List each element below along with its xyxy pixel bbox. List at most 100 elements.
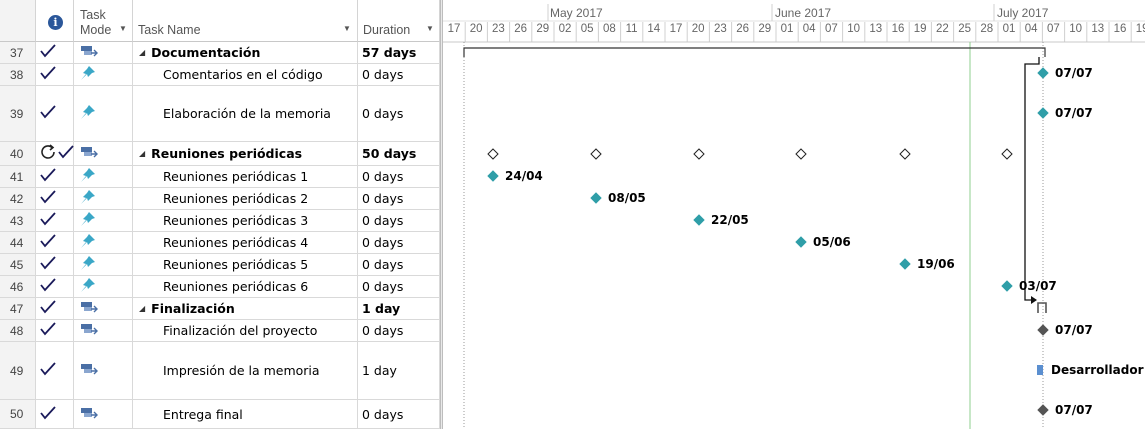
task-name-cell[interactable]: ◢ Documentación [133,42,358,63]
task-name-cell[interactable]: Finalización del proyecto [133,320,358,341]
collapse-triangle-icon[interactable]: ◢ [139,304,146,313]
task-mode-cell[interactable] [74,86,133,141]
task-mode-cell[interactable] [74,142,133,165]
task-row[interactable]: 42 Reuniones periódicas 2 0 days [0,188,440,210]
header-indicators[interactable]: i [36,0,74,42]
task-mode-cell[interactable] [74,42,133,63]
collapse-triangle-icon[interactable]: ◢ [139,48,146,57]
chevron-down-icon[interactable]: ▼ [426,24,434,33]
indicators-cell [36,232,74,253]
task-name-cell[interactable]: Reuniones periódicas 2 [133,188,358,209]
row-id[interactable]: 46 [0,276,36,297]
task-name-cell[interactable]: Reuniones periódicas 3 [133,210,358,231]
duration-cell[interactable]: 0 days [358,276,440,297]
timescale-day: 02 [558,23,572,35]
task-name-cell[interactable]: ◢ Reuniones periódicas [133,142,358,165]
milestone-marker [1037,67,1049,79]
duration-cell[interactable]: 0 days [358,254,440,275]
row-id[interactable]: 47 [0,298,36,319]
duration-cell[interactable]: 0 days [358,400,440,428]
timescale-month: July 2017 [997,6,1049,20]
duration-cell[interactable]: 50 days [358,142,440,165]
check-icon [40,66,56,83]
task-row[interactable]: 48 Finalización del proyecto 0 days [0,320,440,342]
task-row[interactable]: 41 Reuniones periódicas 1 0 days [0,166,440,188]
duration-cell[interactable]: 0 days [358,166,440,187]
task-mode-cell[interactable] [74,276,133,297]
task-name-cell[interactable]: Reuniones periódicas 6 [133,276,358,297]
task-row[interactable]: 43 Reuniones periódicas 3 0 days [0,210,440,232]
chevron-down-icon[interactable]: ▼ [343,24,351,33]
task-name-cell[interactable]: Elaboración de la memoria [133,86,358,141]
row-id[interactable]: 44 [0,232,36,253]
task-mode-cell[interactable] [74,342,133,399]
task-name-cell[interactable]: Reuniones periódicas 5 [133,254,358,275]
timescale-day: 04 [802,23,816,35]
task-row[interactable]: 47 ◢ Finalización 1 day [0,298,440,320]
row-id[interactable]: 50 [0,400,36,428]
timescale-day: 07 [824,23,838,35]
recurring-occurrence-marker [1001,148,1013,160]
milestone-date-label: 07/07 [1055,106,1093,120]
task-row[interactable]: 40 ◢ Reuniones periódicas 50 days [0,142,440,166]
row-id[interactable]: 40 [0,142,36,165]
row-id[interactable]: 43 [0,210,36,231]
row-id[interactable]: 48 [0,320,36,341]
task-row[interactable]: 39 Elaboración de la memoria 0 days [0,86,440,142]
task-mode-cell[interactable] [74,64,133,85]
timescale-day: 10 [847,23,860,35]
duration-cell[interactable]: 0 days [358,188,440,209]
row-id[interactable]: 38 [0,64,36,85]
task-mode-cell[interactable] [74,166,133,187]
task-row[interactable]: 37 ◢ Documentación 57 days [0,42,440,64]
row-id[interactable]: 42 [0,188,36,209]
duration-cell[interactable]: 0 days [358,320,440,341]
task-mode-cell[interactable] [74,320,133,341]
task-mode-cell[interactable] [74,232,133,253]
task-mode-cell[interactable] [74,188,133,209]
timescale-day: 01 [780,23,794,35]
check-icon [40,322,56,339]
row-id[interactable]: 45 [0,254,36,275]
row-id[interactable]: 41 [0,166,36,187]
task-mode-cell[interactable] [74,210,133,231]
milestone-marker [1001,280,1013,292]
row-id[interactable]: 49 [0,342,36,399]
duration-cell[interactable]: 57 days [358,42,440,63]
task-row[interactable]: 44 Reuniones periódicas 4 0 days [0,232,440,254]
duration-cell[interactable]: 0 days [358,232,440,253]
task-name-cell[interactable]: Reuniones periódicas 1 [133,166,358,187]
duration-cell[interactable]: 1 day [358,342,440,399]
task-row[interactable]: 46 Reuniones periódicas 6 0 days [0,276,440,298]
header-task-mode[interactable]: Task Mode ▼ [74,0,133,42]
task-name-cell[interactable]: Entrega final [133,400,358,428]
indicators-cell [36,64,74,85]
header-task-name[interactable]: Task Name ▼ [133,0,358,42]
chevron-down-icon[interactable]: ▼ [119,24,127,33]
header-row-id[interactable] [0,0,36,42]
duration-cell[interactable]: 0 days [358,210,440,231]
task-row[interactable]: 49 Impresión de la memoria 1 day [0,342,440,400]
duration-cell[interactable]: 1 day [358,298,440,319]
recurring-occurrence-marker [693,148,705,160]
duration-cell[interactable]: 0 days [358,86,440,141]
indicators-cell [36,142,74,165]
row-id[interactable]: 37 [0,42,36,63]
task-mode-cell[interactable] [74,254,133,275]
task-row[interactable]: 50 Entrega final 0 days [0,400,440,429]
task-mode-cell[interactable] [74,400,133,428]
duration-value: 0 days [362,406,404,422]
task-name-cell[interactable]: ◢ Finalización [133,298,358,319]
task-row[interactable]: 45 Reuniones periódicas 5 0 days [0,254,440,276]
task-mode-cell[interactable] [74,298,133,319]
task-name-cell[interactable]: Impresión de la memoria [133,342,358,399]
view-splitter[interactable] [440,0,443,429]
row-id[interactable]: 39 [0,86,36,141]
task-name-cell[interactable]: Comentarios en el código [133,64,358,85]
check-icon [40,168,56,185]
collapse-triangle-icon[interactable]: ◢ [139,149,146,158]
task-row[interactable]: 38 Comentarios en el código 0 days [0,64,440,86]
duration-cell[interactable]: 0 days [358,64,440,85]
header-duration[interactable]: Duration ▼ [358,0,440,42]
task-name-cell[interactable]: Reuniones periódicas 4 [133,232,358,253]
